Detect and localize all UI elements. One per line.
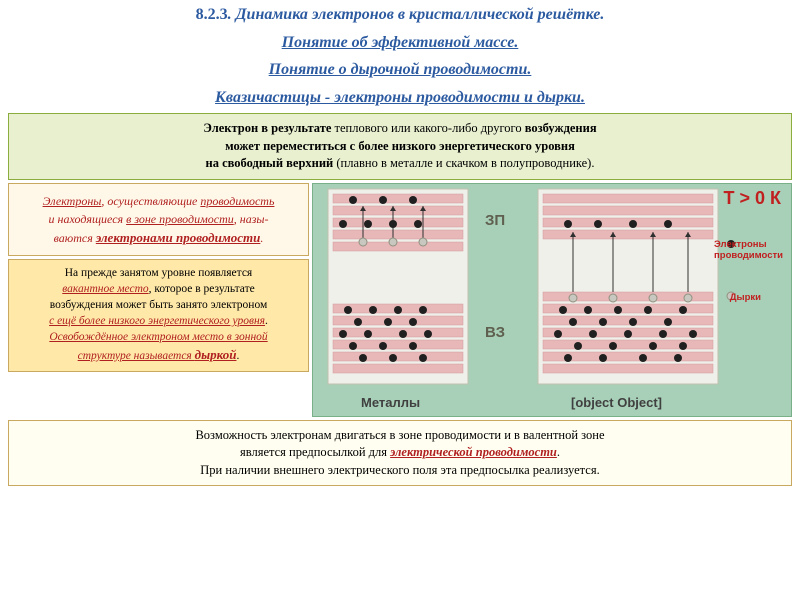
title-line-3: Понятие о дырочной проводимости.	[0, 55, 800, 83]
box-excitation: Электрон в результате теплового или како…	[8, 113, 792, 180]
zp-label: ЗП	[485, 212, 505, 229]
temp-label: T > 0 К	[723, 188, 781, 209]
legend-electrons: Электроныпроводимости	[714, 239, 783, 262]
title-line-1: 8.2.3. Динамика электронов в кристалличе…	[0, 0, 800, 28]
box-hole-def: На прежде занятом уровне появляется вака…	[8, 259, 309, 371]
vz-label: ВЗ	[485, 324, 505, 341]
metals-label: Металлы	[361, 395, 420, 410]
semi-label: [object Object]	[571, 395, 662, 410]
box-conduction-def: Электроны, осуществляющие проводимость и…	[8, 183, 309, 257]
title-line-2: Понятие об эффективной массе.	[0, 28, 800, 56]
legend-holes: Дырки	[730, 292, 761, 303]
band-diagram: T > 0 К ЗП ВЗ Металлы [object Object] Эл…	[312, 183, 792, 417]
title-line-4: Квазичастицы - электроны проводимости и …	[0, 83, 800, 111]
box-conclusion: Возможность электронам двигаться в зоне …	[8, 420, 792, 487]
